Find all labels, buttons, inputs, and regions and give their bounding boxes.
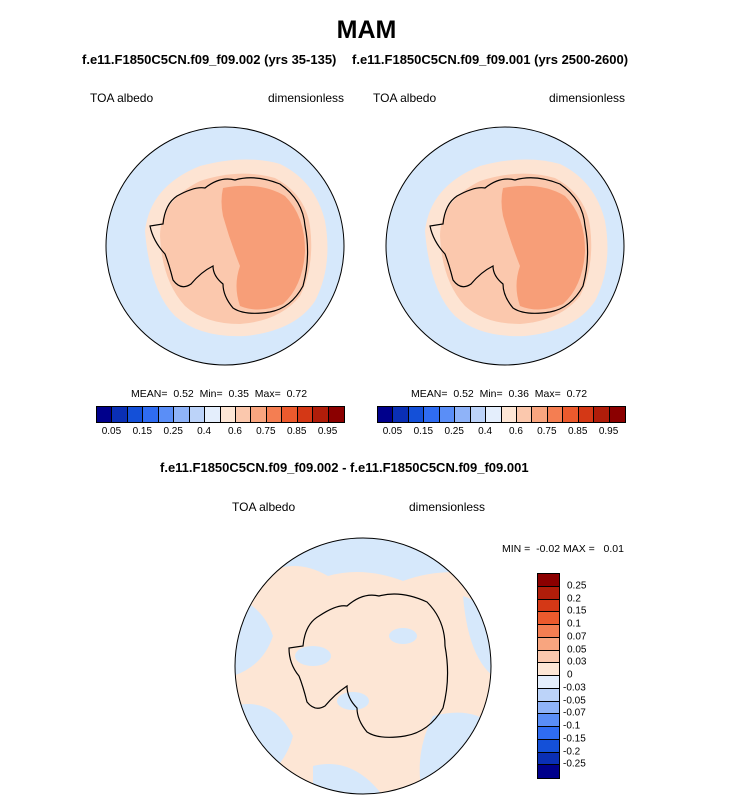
colorbar-tick-label: -0.2: [563, 746, 581, 757]
colorbar-swatch: [538, 676, 559, 689]
colorbar-tick-label: 0.95: [598, 426, 619, 437]
colorbar-swatch: [538, 612, 559, 625]
colorbar-swatch: [538, 714, 559, 727]
colorbar-tick-label: -0.15: [563, 733, 586, 745]
colorbar-swatch: [501, 407, 517, 422]
colorbar-tick-label: 0.6: [227, 426, 242, 437]
diff-variable-label: TOA albedo: [232, 500, 296, 514]
colorbar-tick-label: 0.75: [256, 426, 276, 437]
left-polar-map: [105, 126, 345, 366]
colorbar-tick-label: 0.15: [567, 605, 587, 617]
left-units-label: dimensionless: [268, 91, 345, 105]
colorbar-swatch: [538, 574, 559, 587]
colorbar-swatch: [538, 765, 559, 778]
colorbar-tick-label: -0.07: [563, 707, 586, 719]
colorbar-swatch: [486, 407, 502, 422]
colorbar-swatch: [251, 407, 267, 422]
colorbar-tick-label: 0.05: [567, 644, 587, 655]
colorbar-swatch: [393, 407, 409, 422]
colorbar-swatch: [538, 650, 559, 664]
colorbar-swatch: [328, 407, 344, 422]
colorbar-tick-label: 0.05: [382, 426, 403, 437]
colorbar-swatch: [235, 407, 252, 422]
colorbar-swatch: [538, 586, 559, 600]
colorbar-tick-label: 0.03: [567, 656, 587, 668]
diff-colorbar: [537, 573, 560, 779]
colorbar-tick-label: -0.03: [563, 682, 586, 694]
colorbar-tick-label: 0.4: [478, 426, 493, 437]
colorbar-swatch: [538, 625, 559, 638]
colorbar-tick-label: 0.15: [132, 426, 153, 437]
colorbar-tick-label: 0.1: [567, 618, 581, 630]
colorbar-swatch: [112, 407, 128, 422]
colorbar-swatch: [439, 407, 456, 422]
colorbar-swatch: [220, 407, 236, 422]
colorbar-swatch: [174, 407, 190, 422]
colorbar-tick-label: 0.15: [413, 426, 434, 437]
right-variable-label: TOA albedo: [373, 91, 437, 105]
colorbar-swatch: [313, 407, 329, 422]
colorbar-swatch: [189, 407, 206, 422]
season-title: MAM: [336, 16, 397, 44]
diff-units-label: dimensionless: [409, 500, 486, 514]
colorbar-swatch: [408, 407, 425, 422]
left-case-title: f.e11.F1850C5CN.f09_f09.002 (yrs 35-135): [82, 52, 337, 67]
colorbar-swatch: [578, 407, 595, 422]
right-stats: MEAN= 0.52 Min= 0.36 Max= 0.72: [411, 388, 588, 400]
diff-title: f.e11.F1850C5CN.f09_f09.002 - f.e11.F185…: [160, 460, 529, 475]
colorbar-swatch: [455, 407, 471, 422]
colorbar-swatch: [563, 407, 579, 422]
colorbar-tick-label: 0.95: [317, 426, 338, 437]
colorbar-swatch: [538, 599, 559, 613]
colorbar-tick-label: 0.85: [567, 426, 588, 437]
diff-minmax: MIN = -0.02 MAX = 0.01: [502, 543, 624, 555]
colorbar-tick-label: 0: [567, 669, 573, 681]
colorbar-swatch: [532, 407, 548, 422]
colorbar-swatch: [516, 407, 533, 422]
left-stats: MEAN= 0.52 Min= 0.35 Max= 0.72: [131, 388, 308, 400]
colorbar-tick-label: 0.75: [537, 426, 557, 437]
colorbar-swatch: [282, 407, 298, 422]
colorbar-tick-label: 0.25: [567, 580, 587, 592]
colorbar-swatch: [538, 752, 559, 766]
colorbar-tick-label: -0.05: [563, 695, 586, 706]
colorbar-swatch: [538, 727, 559, 740]
colorbar-swatch: [205, 407, 221, 422]
colorbar-tick-label: 0.6: [508, 426, 523, 437]
colorbar-swatch: [266, 407, 283, 422]
colorbar-swatch: [538, 663, 559, 676]
colorbar-tick-label: -0.1: [563, 720, 581, 732]
colorbar-tick-label: 0.4: [197, 426, 212, 437]
colorbar-tick-label: 0.85: [286, 426, 307, 437]
colorbar-swatch: [424, 407, 440, 422]
colorbar-swatch: [538, 637, 559, 651]
colorbar-swatch: [594, 407, 610, 422]
colorbar-swatch: [538, 701, 559, 715]
colorbar-tick-label: 0.2: [567, 593, 581, 604]
right-polar-map: [385, 126, 625, 366]
right-units-label: dimensionless: [549, 91, 626, 105]
colorbar-swatch: [378, 407, 394, 422]
colorbar-swatch: [127, 407, 144, 422]
colorbar-swatch: [143, 407, 159, 422]
colorbar-tick-label: 0.25: [163, 426, 183, 437]
colorbar-swatch: [538, 688, 559, 702]
colorbar-swatch: [158, 407, 175, 422]
colorbar-swatch: [609, 407, 625, 422]
colorbar-swatch: [547, 407, 564, 422]
right-case-title: f.e11.F1850C5CN.f09_f09.001 (yrs 2500-26…: [352, 52, 629, 67]
colorbar-tick-label: 0.07: [567, 631, 587, 643]
colorbar-tick-label: 0.05: [101, 426, 122, 437]
left-variable-label: TOA albedo: [90, 91, 154, 105]
right-colorbar: [377, 406, 626, 423]
colorbar-swatch: [97, 407, 113, 422]
diff-polar-map: [234, 537, 492, 795]
colorbar-swatch: [470, 407, 487, 422]
colorbar-tick-label: -0.25: [563, 758, 586, 770]
colorbar-tick-label: 0.25: [444, 426, 464, 437]
colorbar-swatch: [297, 407, 314, 422]
left-colorbar: [96, 406, 345, 423]
colorbar-swatch: [538, 739, 559, 753]
